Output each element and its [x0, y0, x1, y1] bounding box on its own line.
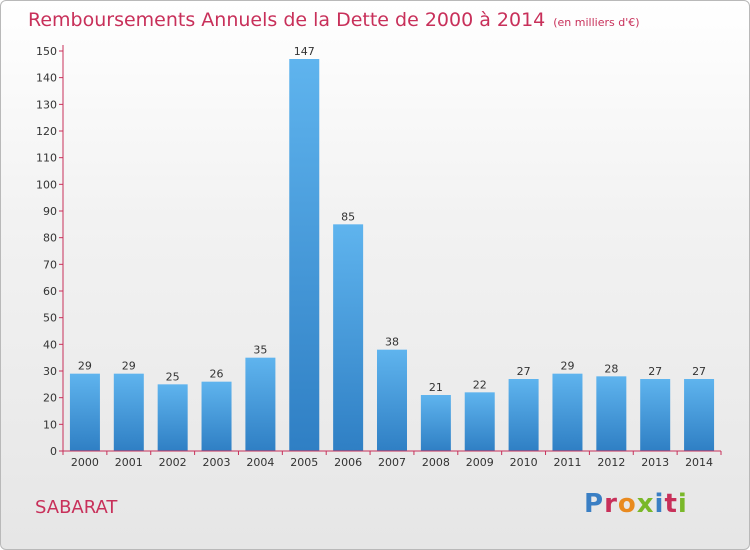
bar-value-label: 85 [341, 210, 355, 223]
chart-title: Remboursements Annuels de la Dette de 20… [28, 9, 640, 31]
bar [289, 59, 320, 451]
y-tick-label: 60 [43, 285, 57, 298]
x-tick-label: 2007 [378, 456, 406, 469]
y-tick-label: 40 [43, 338, 57, 351]
y-tick-label: 80 [43, 232, 57, 245]
x-tick-label: 2011 [553, 456, 581, 469]
x-tick-label: 2014 [685, 456, 713, 469]
bar [69, 373, 100, 451]
bar [420, 395, 451, 451]
y-tick-label: 50 [43, 312, 57, 325]
bar-value-label: 21 [429, 381, 443, 394]
x-tick-label: 2005 [290, 456, 318, 469]
bar-value-label: 29 [122, 360, 136, 373]
bars [69, 59, 715, 451]
x-tick-label: 2002 [159, 456, 187, 469]
bar-value-label: 147 [294, 45, 315, 58]
bar [552, 373, 583, 451]
x-tick-label: 2001 [115, 456, 143, 469]
x-tick-label: 2010 [510, 456, 538, 469]
y-tick-label: 0 [50, 445, 57, 458]
x-tick-label: 2008 [422, 456, 450, 469]
bar-value-label: 29 [78, 360, 92, 373]
bar-value-label: 28 [604, 362, 618, 375]
bar [508, 379, 539, 451]
y-tick-label: 100 [36, 178, 57, 191]
logo-letter: i [677, 489, 688, 519]
bar [464, 392, 495, 451]
y-axis-ticks: 0 10 20 30 40 50 60 70 80 90 100 110 120 130 140 150 [36, 45, 63, 458]
y-tick-label: 90 [43, 205, 57, 218]
logo-letter: o [617, 489, 637, 519]
bar-value-label: 27 [517, 365, 531, 378]
chart-title-text: Remboursements Annuels de la Dette de 20… [28, 9, 546, 31]
x-tick-label: 2003 [203, 456, 231, 469]
bar-value-label: 25 [166, 370, 180, 383]
x-tick-label: 2004 [246, 456, 274, 469]
bar-value-label: 35 [253, 344, 267, 357]
bar [201, 381, 232, 451]
x-tick-label: 2009 [466, 456, 494, 469]
x-tick-label: 2000 [71, 456, 99, 469]
x-axis-ticks: 2000 2001 2002 2003 2004 2005 2006 2007 2008 2009… [62, 451, 722, 469]
logo-letter: i [654, 489, 665, 519]
bar [333, 224, 364, 451]
proxiti-logo: Proxiti [584, 489, 688, 519]
bar-value-label: 29 [560, 360, 574, 373]
y-tick-label: 70 [43, 258, 57, 271]
logo-letter: r [604, 489, 618, 519]
bar [684, 379, 715, 451]
bar-value-label: 27 [648, 365, 662, 378]
bar-value-label: 26 [210, 368, 224, 381]
x-tick-label: 2012 [597, 456, 625, 469]
bar-value-label: 38 [385, 336, 399, 349]
y-tick-label: 140 [36, 72, 57, 85]
bar [245, 357, 276, 451]
y-tick-label: 10 [43, 418, 57, 431]
x-tick-label: 2006 [334, 456, 362, 469]
bar-value-label: 27 [692, 365, 706, 378]
y-tick-label: 20 [43, 392, 57, 405]
y-tick-label: 130 [36, 98, 57, 111]
bar [157, 384, 188, 451]
y-tick-label: 30 [43, 365, 57, 378]
commune-name: SABARAT [35, 497, 118, 518]
bar [640, 379, 671, 451]
logo-letter: P [584, 489, 605, 519]
x-tick-label: 2013 [641, 456, 669, 469]
y-tick-label: 150 [36, 45, 57, 58]
chart-unit: (en milliers d'€) [553, 16, 640, 29]
y-tick-label: 110 [36, 152, 57, 165]
y-tick-label: 120 [36, 125, 57, 138]
bar [596, 376, 627, 451]
bar-value-label: 22 [473, 378, 487, 391]
value-labels: 29 29 25 26 35 147 85 38 21 22 27 29 28 27 27 [78, 45, 706, 394]
bar [113, 373, 144, 451]
logo-letter: x [636, 489, 655, 519]
bar [377, 349, 407, 451]
logo-letter: t [664, 489, 678, 519]
